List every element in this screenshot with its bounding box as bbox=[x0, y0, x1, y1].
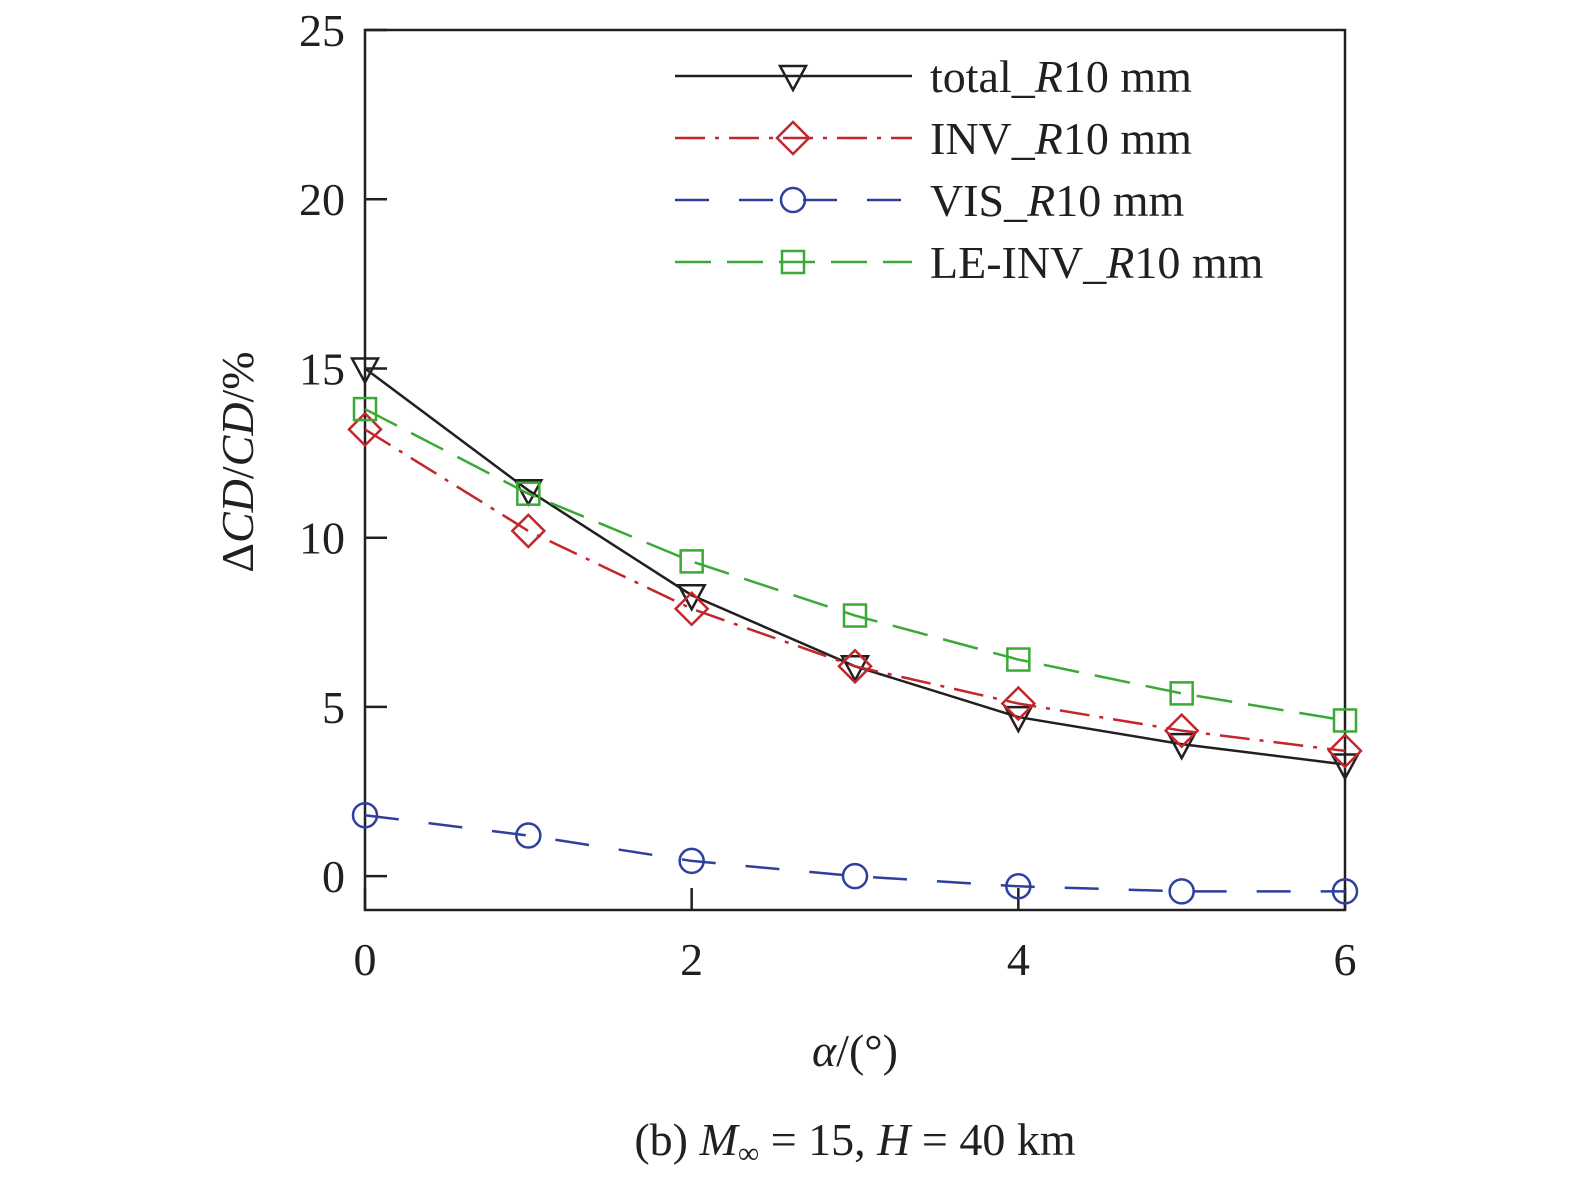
legend-marker bbox=[775, 120, 811, 156]
legend-label: INV_R10 mm bbox=[930, 113, 1192, 164]
legend-label-suffix: 10 mm bbox=[1063, 113, 1192, 164]
x-tick-label: 0 bbox=[354, 934, 377, 985]
data-point-le-inv bbox=[679, 549, 704, 574]
legend-label: VIS_R10 mm bbox=[930, 175, 1185, 226]
series-line-vis bbox=[364, 813, 1345, 893]
series-line-le-inv bbox=[364, 407, 1346, 722]
x-axis-ticks: 0 2 4 6 bbox=[354, 888, 1357, 985]
data-point-total bbox=[1003, 705, 1034, 734]
y-axis-label-delta: Δ bbox=[212, 543, 263, 573]
caption-mach-subscript: ∞ bbox=[738, 1137, 759, 1170]
legend-label: total_R10 mm bbox=[930, 51, 1192, 102]
data-point-inv bbox=[837, 648, 873, 685]
y-axis-label-cd-denominator: CD bbox=[212, 402, 263, 466]
data-point-inv bbox=[1000, 685, 1037, 722]
data-point-vis bbox=[1005, 873, 1032, 900]
legend-label-prefix: LE-INV_ bbox=[930, 237, 1107, 288]
legend-marker bbox=[780, 249, 806, 275]
legend-label-suffix: 10 mm bbox=[1134, 237, 1263, 288]
legend-item-vis: VIS_R10 mm bbox=[675, 175, 1185, 226]
series-line-total bbox=[364, 367, 1346, 766]
caption-mach-symbol: M bbox=[699, 1114, 741, 1165]
data-point-inv bbox=[1327, 733, 1363, 769]
legend-item-le-inv: LE-INV_R10 mm bbox=[675, 237, 1264, 288]
data-point-inv bbox=[673, 591, 710, 627]
legend-label-suffix: 10 mm bbox=[1063, 51, 1192, 102]
data-point-inv bbox=[347, 411, 383, 448]
y-axis-label-cd-numerator: CD bbox=[212, 479, 263, 543]
y-axis-ticks: 0 5 10 15 20 25 bbox=[299, 5, 387, 902]
caption-altitude-symbol: H bbox=[876, 1114, 913, 1165]
x-axis-label: α/(°) bbox=[812, 1025, 898, 1076]
x-axis-label-unit: /(°) bbox=[836, 1025, 898, 1076]
legend-marker bbox=[779, 186, 807, 214]
data-point-inv bbox=[510, 513, 547, 549]
figure-caption: (b) M∞ = 15, H = 40 km bbox=[634, 1114, 1075, 1170]
legend-item-total: total_R10 mm bbox=[675, 51, 1192, 102]
legend-label-prefix: total_ bbox=[930, 51, 1036, 102]
legend-label-radius-symbol: R bbox=[1105, 237, 1134, 288]
x-axis-label-symbol: α bbox=[812, 1025, 837, 1076]
data-point-inv bbox=[1163, 712, 1200, 749]
series-line-inv bbox=[364, 428, 1346, 753]
y-tick-label: 25 bbox=[299, 5, 345, 56]
data-point-vis bbox=[841, 862, 869, 890]
data-point-le-inv bbox=[842, 603, 868, 628]
data-point-le-inv bbox=[1332, 708, 1358, 733]
legend-label-prefix: VIS_ bbox=[930, 175, 1028, 226]
legend-marker bbox=[777, 64, 809, 93]
series-total bbox=[349, 357, 1361, 782]
series-inv bbox=[347, 411, 1363, 769]
plot-frame bbox=[363, 28, 1347, 912]
legend-label-radius-symbol: R bbox=[1034, 113, 1063, 164]
legend-label-radius-symbol: R bbox=[1026, 175, 1055, 226]
x-tick-label: 6 bbox=[1334, 934, 1357, 985]
data-point-total bbox=[349, 357, 381, 386]
x-tick-label: 2 bbox=[680, 934, 703, 985]
legend-label: LE-INV_R10 mm bbox=[930, 237, 1264, 288]
data-point-total bbox=[1166, 732, 1197, 761]
y-tick-label: 10 bbox=[299, 513, 345, 564]
data-point-vis bbox=[515, 822, 542, 849]
series-vis bbox=[351, 801, 1359, 905]
data-point-vis bbox=[1331, 878, 1359, 905]
y-tick-label: 20 bbox=[299, 174, 345, 225]
y-axis-label-slash: / bbox=[212, 466, 263, 479]
y-axis-label: ΔCD/CD/% bbox=[212, 351, 263, 572]
caption-altitude-value: = 40 km bbox=[910, 1114, 1075, 1165]
data-point-vis bbox=[678, 847, 705, 875]
x-tick-label: 4 bbox=[1007, 934, 1030, 985]
data-point-le-inv bbox=[516, 481, 541, 506]
series-le-inv bbox=[352, 396, 1358, 733]
data-point-total bbox=[513, 479, 544, 507]
legend-item-inv: INV_R10 mm bbox=[675, 113, 1192, 164]
data-point-vis bbox=[351, 801, 379, 829]
series-layer bbox=[347, 357, 1363, 905]
y-tick-label: 0 bbox=[322, 851, 345, 902]
data-point-total bbox=[1329, 753, 1361, 782]
legend-label-prefix: INV_ bbox=[930, 113, 1036, 164]
legend-label-suffix: 10 mm bbox=[1055, 175, 1184, 226]
data-point-le-inv bbox=[1169, 681, 1194, 706]
y-axis-label-unit: /% bbox=[212, 351, 263, 402]
data-point-le-inv bbox=[1006, 647, 1031, 672]
legend-label-radius-symbol: R bbox=[1034, 51, 1063, 102]
data-point-total bbox=[676, 583, 707, 612]
y-tick-label: 15 bbox=[299, 343, 345, 394]
caption-prefix: (b) bbox=[634, 1114, 699, 1165]
caption-mach-value: = 15, bbox=[759, 1114, 877, 1165]
data-point-le-inv bbox=[352, 396, 378, 422]
y-tick-label: 5 bbox=[322, 682, 345, 733]
data-point-vis bbox=[1168, 878, 1195, 905]
